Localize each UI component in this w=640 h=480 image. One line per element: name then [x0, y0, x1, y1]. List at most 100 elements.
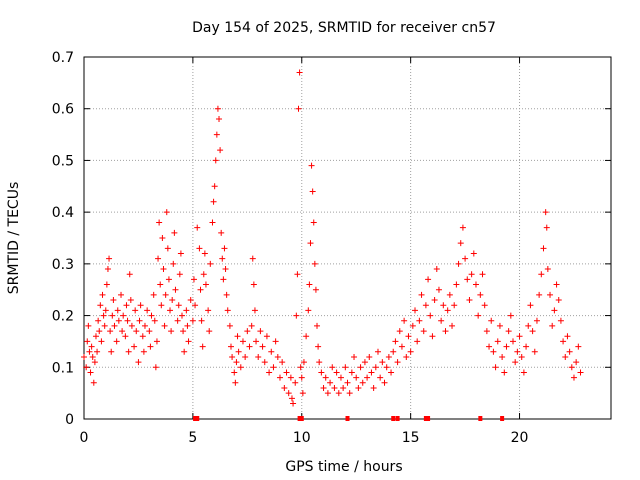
data-point	[281, 384, 288, 391]
data-point	[540, 245, 547, 252]
data-point	[542, 209, 549, 216]
data-point	[520, 369, 527, 376]
data-point	[279, 359, 286, 366]
data-point	[472, 281, 479, 288]
data-point	[568, 364, 575, 371]
data-point	[293, 312, 300, 319]
data-point	[90, 379, 97, 386]
data-point	[307, 240, 314, 247]
data-point	[263, 333, 270, 340]
data-point	[253, 338, 260, 345]
data-point	[177, 250, 184, 257]
data-point	[346, 390, 353, 397]
y-tick-label: 0.4	[52, 205, 74, 221]
data-point	[210, 198, 217, 205]
data-point	[272, 338, 279, 345]
data-point	[329, 364, 336, 371]
bottom-marker	[195, 416, 200, 421]
data-point	[299, 390, 306, 397]
data-point	[132, 307, 139, 314]
data-point	[157, 281, 164, 288]
y-tick-label: 0	[65, 412, 74, 428]
data-point	[102, 307, 109, 314]
data-point	[114, 307, 121, 314]
data-point	[118, 291, 125, 298]
data-point	[104, 266, 111, 273]
data-point	[396, 328, 403, 335]
data-point	[390, 348, 397, 355]
data-point	[501, 369, 508, 376]
data-point	[353, 374, 360, 381]
data-point	[340, 384, 347, 391]
data-point	[205, 307, 212, 314]
data-point	[525, 322, 532, 329]
data-point	[175, 302, 182, 309]
x-tick-label: 10	[293, 430, 311, 446]
data-points	[81, 69, 584, 407]
data-point	[459, 224, 466, 231]
data-point	[244, 328, 251, 335]
data-point	[316, 359, 323, 366]
data-point	[570, 374, 577, 381]
data-point	[529, 328, 536, 335]
data-point	[285, 390, 292, 397]
data-point	[218, 229, 225, 236]
data-point	[148, 312, 155, 319]
bottom-marker	[426, 416, 431, 421]
data-point	[335, 390, 342, 397]
data-point	[176, 271, 183, 278]
data-point	[239, 338, 246, 345]
data-point	[544, 266, 551, 273]
data-point	[266, 369, 273, 376]
data-point	[492, 364, 499, 371]
data-point	[431, 297, 438, 304]
data-point	[318, 369, 325, 376]
data-point	[139, 333, 146, 340]
data-point	[174, 317, 181, 324]
x-tick-label: 15	[402, 430, 420, 446]
x-axis-title: GPS time / hours	[285, 459, 402, 475]
data-point	[283, 369, 290, 376]
data-point	[533, 317, 540, 324]
data-point	[133, 328, 140, 335]
data-point	[120, 312, 127, 319]
data-point	[297, 364, 304, 371]
data-point	[147, 343, 154, 350]
data-point	[306, 281, 313, 288]
data-point	[385, 353, 392, 360]
data-point	[483, 328, 490, 335]
data-point	[453, 281, 460, 288]
bottom-marker	[423, 416, 428, 421]
data-point	[298, 374, 305, 381]
data-point	[135, 359, 142, 366]
data-point	[201, 250, 208, 257]
data-point	[512, 359, 519, 366]
bottom-marker	[193, 416, 198, 421]
data-point	[223, 291, 230, 298]
data-point	[165, 276, 172, 283]
data-point	[246, 343, 253, 350]
data-point	[553, 281, 560, 288]
data-point	[320, 384, 327, 391]
data-point	[202, 281, 209, 288]
data-point	[446, 291, 453, 298]
data-point	[477, 291, 484, 298]
data-point	[221, 245, 228, 252]
data-point	[160, 266, 167, 273]
data-point	[420, 328, 427, 335]
data-point	[409, 322, 416, 329]
y-tick-label: 0.3	[52, 257, 74, 273]
data-point	[383, 364, 390, 371]
x-tick-label: 0	[80, 430, 89, 446]
data-point	[388, 369, 395, 376]
data-point	[296, 69, 303, 76]
data-point	[295, 105, 302, 112]
data-point	[505, 328, 512, 335]
y-axis-title: SRMTID / TECUs	[6, 182, 22, 295]
data-point	[84, 338, 91, 345]
data-point	[368, 369, 375, 376]
data-point	[227, 343, 234, 350]
data-point	[442, 328, 449, 335]
data-point	[287, 374, 294, 381]
